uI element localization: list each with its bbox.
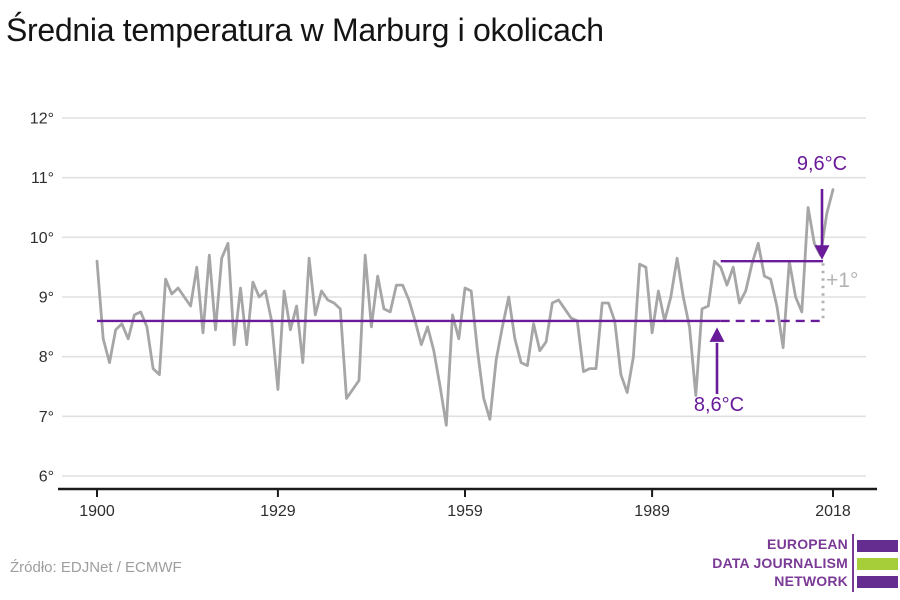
down-arrow-icon [814, 189, 830, 260]
logo-bar-top [857, 540, 898, 552]
delta-label: +1° [826, 269, 859, 292]
x-axis-label: 1959 [447, 503, 483, 520]
temperature-line [95, 188, 835, 427]
y-axis-label: 7° [39, 409, 54, 426]
up-arrow-icon [709, 327, 725, 394]
logo-bar-bottom [857, 576, 898, 588]
source-text: Źródło: EDJNet / ECMWF [10, 559, 182, 576]
y-axis-label: 12° [30, 111, 54, 128]
page-title: Średnia temperatura w Marburg i okolicac… [6, 12, 604, 48]
y-axis-label: 8° [39, 349, 54, 366]
logo-bars [857, 540, 898, 594]
x-axis-label: 2018 [815, 503, 851, 520]
y-axis-label: 9° [39, 290, 54, 307]
logo-line-european: EUROPEAN [767, 536, 848, 552]
x-axis-label: 1900 [79, 503, 115, 520]
logo-line-data-journalism: DATA JOURNALISM [712, 554, 848, 571]
y-axis-label: 6° [39, 469, 54, 486]
x-axis-label: 1989 [634, 503, 670, 520]
new-average-label: 9,6°C [796, 153, 848, 175]
y-axis-label: 11° [31, 170, 54, 187]
y-axis-label: 10° [30, 230, 54, 247]
logo-bar-middle [857, 558, 898, 570]
x-axis-label: 1929 [260, 503, 296, 520]
logo-line-network: NETWORK [774, 573, 848, 589]
logo-divider [852, 534, 854, 592]
old-average-label: 8,6°C [693, 394, 745, 416]
logo-wordmark: EUROPEAN DATA JOURNALISM NETWORK [712, 535, 848, 591]
edjnet-logo: EUROPEAN DATA JOURNALISM NETWORK [600, 533, 900, 595]
